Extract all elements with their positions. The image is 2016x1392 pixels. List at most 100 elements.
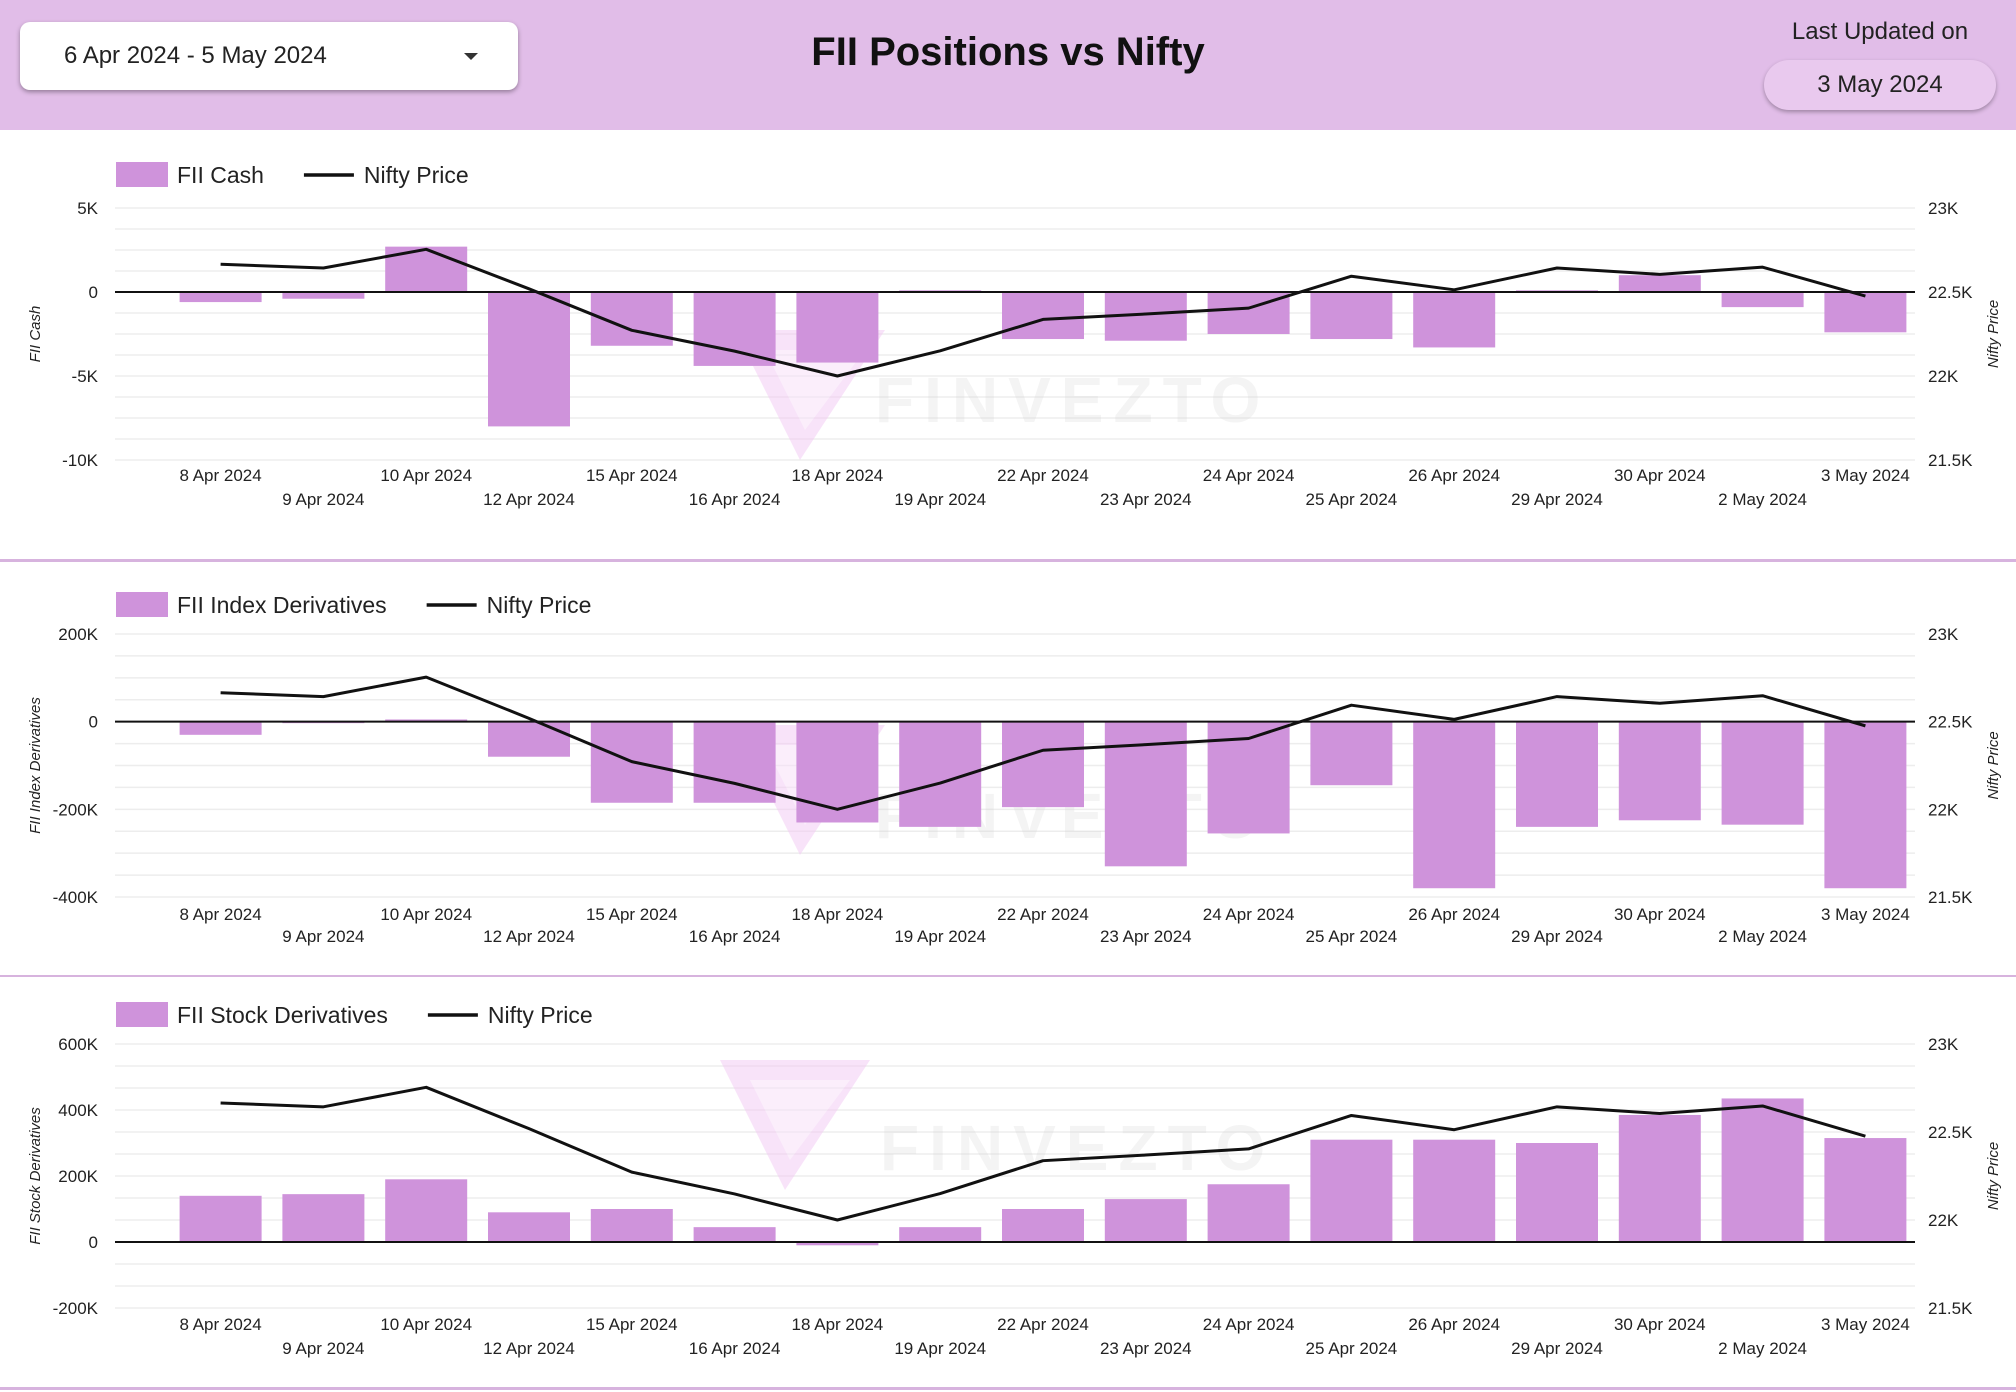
x-tick-label: 30 Apr 2024 (1614, 905, 1706, 924)
y2-tick-label: 21.5K (1928, 1299, 1973, 1318)
x-tick-label: 23 Apr 2024 (1100, 927, 1192, 946)
x-tick-label: 23 Apr 2024 (1100, 490, 1192, 509)
x-tick-label: 24 Apr 2024 (1203, 905, 1295, 924)
x-tick-label: 25 Apr 2024 (1306, 490, 1398, 509)
y-tick-label: 600K (58, 1035, 98, 1054)
x-tick-label: 8 Apr 2024 (179, 466, 261, 485)
x-tick-label: 2 May 2024 (1718, 490, 1807, 509)
x-tick-label: 22 Apr 2024 (997, 466, 1089, 485)
y-tick-label: -10K (62, 451, 99, 470)
bar-fii-index-derivatives (1002, 721, 1084, 808)
y2-tick-label: 22.5K (1928, 713, 1973, 732)
x-tick-label: 15 Apr 2024 (586, 466, 678, 485)
panel-divider (0, 975, 2016, 977)
bar-fii-cash (179, 292, 262, 303)
legend-label-line: Nifty Price (487, 592, 592, 618)
bar-fii-index-derivatives (1516, 721, 1598, 827)
x-tick-label: 9 Apr 2024 (282, 927, 364, 946)
x-tick-label: 24 Apr 2024 (1203, 466, 1295, 485)
bar-fii-stock-derivatives (1516, 1143, 1598, 1242)
y-tick-label: 400K (58, 1101, 98, 1120)
y-tick-label: 200K (58, 625, 98, 644)
x-tick-label: 19 Apr 2024 (894, 490, 986, 509)
x-tick-label: 30 Apr 2024 (1614, 1315, 1706, 1334)
x-tick-label: 12 Apr 2024 (483, 1339, 575, 1358)
bar-fii-cash (1413, 292, 1496, 348)
bar-fii-index-derivatives (1824, 721, 1907, 889)
x-tick-label: 18 Apr 2024 (792, 1315, 884, 1334)
y-tick-label: -200K (53, 1299, 99, 1318)
legend-label-line: Nifty Price (364, 162, 469, 188)
bar-fii-stock-derivatives (282, 1194, 365, 1242)
bar-fii-stock-derivatives (1207, 1184, 1290, 1242)
x-tick-label: 10 Apr 2024 (380, 466, 472, 485)
x-tick-label: 2 May 2024 (1718, 1339, 1807, 1358)
y2-tick-label: 21.5K (1928, 888, 1973, 907)
bar-fii-index-derivatives (1618, 721, 1701, 821)
bar-fii-stock-derivatives (488, 1212, 570, 1242)
watermark-logo-shape (750, 1080, 850, 1160)
chevron-down-icon[interactable] (464, 53, 478, 60)
bar-fii-stock-derivatives (1618, 1114, 1701, 1242)
bar-fii-stock-derivatives (899, 1227, 982, 1242)
bar-fii-stock-derivatives (179, 1195, 262, 1242)
y-tick-label: -200K (53, 800, 99, 819)
nifty-price-line (220, 675, 1866, 811)
y-tick-label: 200K (58, 1167, 98, 1186)
bar-fii-cash (1721, 292, 1804, 308)
bar-fii-cash (1824, 292, 1907, 333)
x-tick-label: 29 Apr 2024 (1511, 490, 1603, 509)
y-tick-label: 0 (89, 713, 98, 732)
x-tick-label: 16 Apr 2024 (689, 1339, 781, 1358)
x-tick-label: 2 May 2024 (1718, 927, 1807, 946)
y2-axis-title: Nifty Price (1985, 300, 2002, 368)
bar-fii-stock-derivatives (1721, 1098, 1804, 1242)
bar-fii-stock-derivatives (1413, 1139, 1496, 1242)
x-tick-label: 29 Apr 2024 (1511, 927, 1603, 946)
x-tick-label: 16 Apr 2024 (689, 927, 781, 946)
bar-fii-cash (1002, 292, 1084, 340)
chart-panel-fii-stock: FINVEZTO 600K 400K 200K 0 -200K 23K 22.5K 22K 21.… (27, 1002, 2002, 1358)
y2-tick-label: 22K (1928, 1211, 1959, 1230)
legend-swatch-bar (116, 592, 168, 617)
bar-fii-stock-derivatives (796, 1242, 879, 1246)
y-tick-label: 5K (77, 199, 98, 218)
y-axis-title: FII Stock Derivatives (27, 1107, 44, 1245)
x-tick-label: 29 Apr 2024 (1511, 1339, 1603, 1358)
y2-tick-label: 22K (1928, 800, 1959, 819)
x-tick-label: 9 Apr 2024 (282, 490, 364, 509)
header-bar: 6 Apr 2024 - 5 May 2024 FII Positions vs… (0, 0, 2016, 130)
bar-fii-cash (796, 292, 879, 363)
bar-fii-cash (488, 292, 570, 427)
bar-fii-stock-derivatives (693, 1227, 776, 1242)
watermark-logo-shape (765, 350, 865, 430)
chart-legend: FII Index Derivatives Nifty Price (116, 592, 591, 618)
x-tick-label: 16 Apr 2024 (689, 490, 781, 509)
nifty-price-line (220, 1085, 1866, 1222)
bar-fii-stock-derivatives (1002, 1209, 1084, 1242)
x-tick-label: 15 Apr 2024 (586, 905, 678, 924)
x-tick-label: 8 Apr 2024 (179, 905, 261, 924)
bar-fii-index-derivatives (796, 721, 879, 823)
y-tick-label: -400K (53, 888, 99, 907)
x-tick-label: 26 Apr 2024 (1408, 466, 1500, 485)
x-tick-label: 30 Apr 2024 (1614, 466, 1706, 485)
x-tick-label: 8 Apr 2024 (179, 1315, 261, 1334)
bar-fii-stock-derivatives (1824, 1138, 1907, 1242)
date-range-dropdown[interactable]: 6 Apr 2024 - 5 May 2024 (20, 22, 518, 90)
bar-fii-index-derivatives (1721, 721, 1804, 825)
x-tick-label: 18 Apr 2024 (792, 905, 884, 924)
x-tick-label: 3 May 2024 (1821, 1315, 1910, 1334)
panel-divider (0, 1387, 2016, 1390)
x-tick-label: 12 Apr 2024 (483, 927, 575, 946)
y-tick-label: 0 (89, 1233, 98, 1252)
y-tick-label: 0 (89, 283, 98, 302)
y2-tick-label: 21.5K (1928, 451, 1973, 470)
chart-legend: FII Cash Nifty Price (116, 162, 469, 188)
x-tick-label: 9 Apr 2024 (282, 1339, 364, 1358)
chart-legend: FII Stock Derivatives Nifty Price (116, 1002, 593, 1028)
x-tick-label: 24 Apr 2024 (1203, 1315, 1295, 1334)
legend-label-bar: FII Stock Derivatives (177, 1002, 388, 1028)
legend-label-line: Nifty Price (488, 1002, 593, 1028)
